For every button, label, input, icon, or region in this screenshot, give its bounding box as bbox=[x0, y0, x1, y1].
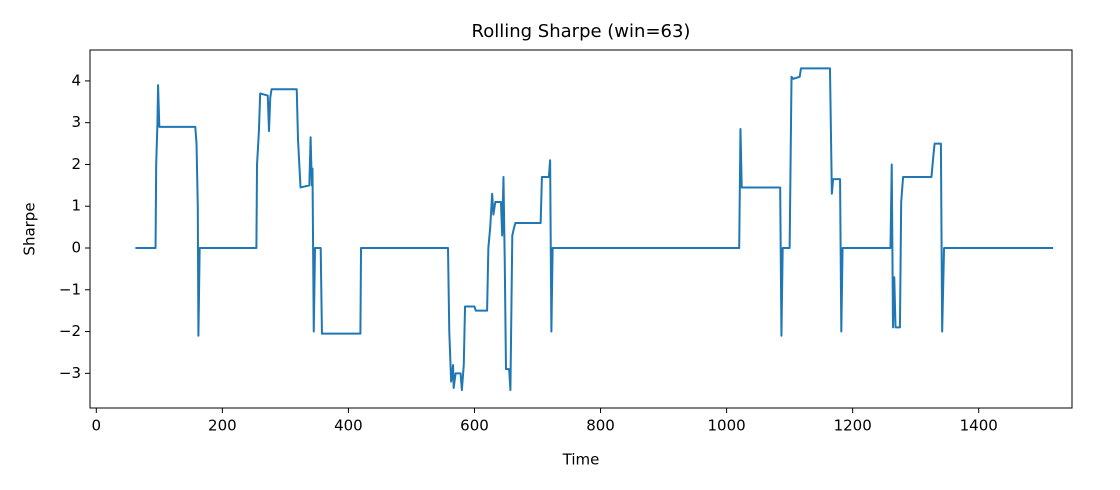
x-tick-label: 1000 bbox=[708, 417, 746, 435]
y-tick-label: 0 bbox=[71, 239, 81, 257]
y-tick-label: 4 bbox=[71, 71, 81, 89]
x-tick-label: 200 bbox=[208, 417, 237, 435]
y-tick-label: 2 bbox=[71, 155, 81, 173]
y-tick-label: −2 bbox=[59, 322, 81, 340]
x-axis-label: Time bbox=[562, 451, 600, 469]
y-tick-label: −1 bbox=[59, 280, 81, 298]
chart-title: Rolling Sharpe (win=63) bbox=[472, 21, 691, 42]
x-tick-label: 400 bbox=[334, 417, 363, 435]
x-tick-label: 800 bbox=[586, 417, 615, 435]
plot-area bbox=[135, 67, 1054, 392]
y-tick-label: 1 bbox=[71, 197, 81, 215]
y-tick-label: 3 bbox=[71, 113, 81, 131]
axes-frame bbox=[89, 49, 1073, 409]
x-tick-label: 600 bbox=[460, 417, 489, 435]
x-tick-label: 1400 bbox=[960, 417, 998, 435]
y-axis-label: Sharpe bbox=[21, 202, 39, 255]
x-tick-label: 0 bbox=[92, 417, 102, 435]
y-tick-label: −3 bbox=[59, 364, 81, 382]
line-series bbox=[135, 67, 1054, 392]
x-tick-label: 1200 bbox=[834, 417, 872, 435]
